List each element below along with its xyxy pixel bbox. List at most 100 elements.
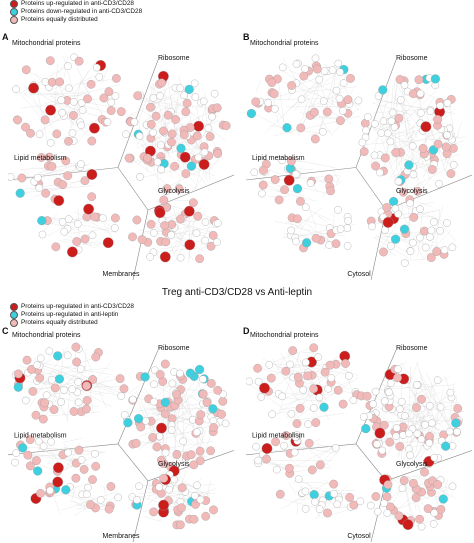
node-equal [251,97,261,107]
node-neutral [453,427,461,436]
node-neutral [387,242,395,250]
node-equal [182,98,192,108]
node-neutral [68,385,77,393]
network-edge [412,440,455,447]
node-down [37,216,47,226]
node-equal [63,171,73,181]
node-down [441,441,451,451]
node-neutral [65,84,73,93]
divider-line [117,350,159,445]
node-down [399,224,410,234]
node-equal [221,121,231,131]
network-edge [407,362,418,389]
cluster-mito [246,54,363,144]
node-neutral [292,237,300,246]
node-neutral [374,92,383,100]
node-neutral [436,403,445,411]
network-edge [383,414,434,424]
network-edge [71,458,76,460]
node-neutral [257,393,266,401]
network-edge [143,515,163,523]
network-edge [141,96,183,115]
network-edge [175,441,187,464]
node-neutral [196,495,205,504]
node-neutral [301,487,310,496]
node-down [13,382,23,392]
network-edge [415,403,439,425]
node-neutral [373,507,382,516]
node-down [282,123,292,133]
node-equal [35,373,45,383]
node-equal [177,503,186,513]
node-equal [111,213,120,223]
node-down [404,160,414,170]
network-edge [389,120,425,179]
node-neutral [74,398,83,407]
node-equal [162,184,172,193]
node-neutral [443,131,451,139]
node-neutral [443,99,452,107]
node-neutral [367,501,375,510]
cluster-glyco [128,465,218,530]
network-edge [63,438,83,443]
network-panel-d: Mitochondrial proteins Ribosome Lipid meta… [246,332,472,542]
node-up [193,120,204,132]
node-equal [52,129,62,139]
network-edge [288,482,296,495]
node-neutral [47,438,55,446]
region-label-ribo: Ribosome [396,345,428,352]
node-equal [436,505,446,514]
network-edge [277,75,286,133]
cluster-glyco [128,195,222,264]
node-equal [112,74,121,83]
node-equal [205,132,215,141]
network-edge [300,95,319,122]
node-equal [275,489,285,499]
node-neutral [306,179,315,187]
node-down [160,397,170,407]
node-up [374,427,386,439]
legend-swatch-up [10,0,18,8]
node-equal [322,107,332,117]
legend-swatch-equal [10,319,18,327]
node-neutral [319,97,328,105]
node-neutral [392,432,400,440]
node-equal [333,385,343,395]
network-edge [135,117,164,147]
node-neutral [356,497,365,506]
node-equal [32,456,41,465]
network-edge [391,94,437,146]
node-neutral [394,365,402,373]
node-equal [131,438,141,448]
node-equal [399,476,409,485]
node-equal [329,479,338,489]
network-edge [22,91,48,117]
node-neutral [84,483,92,492]
node-down [292,184,303,194]
network-edge [28,378,96,392]
node-equal [159,126,168,136]
region-dividers [246,59,472,280]
network-edge [331,68,337,104]
node-equal [258,165,268,175]
node-neutral [38,230,47,239]
node-equal [394,511,404,521]
region-label-lipid: Lipid metabolism [252,432,305,439]
network-edge [283,58,333,137]
node-neutral [254,456,262,465]
node-neutral [421,421,429,429]
node-equal [167,137,176,147]
network-edge [182,384,216,433]
legend-top: Proteins up-regulated in anti-CD3/CD28 P… [10,0,142,24]
node-equal [13,115,22,125]
divider-line [132,209,149,280]
node-up [259,382,270,394]
node-neutral [319,127,327,136]
node-equal [280,185,289,195]
node-equal [362,391,372,401]
node-neutral [446,427,454,436]
panel-letter-d: D [243,326,250,336]
network-edge [131,490,183,499]
region-label-glyco: Glycolysis [396,188,428,195]
legend-swatch-equal [10,16,18,24]
